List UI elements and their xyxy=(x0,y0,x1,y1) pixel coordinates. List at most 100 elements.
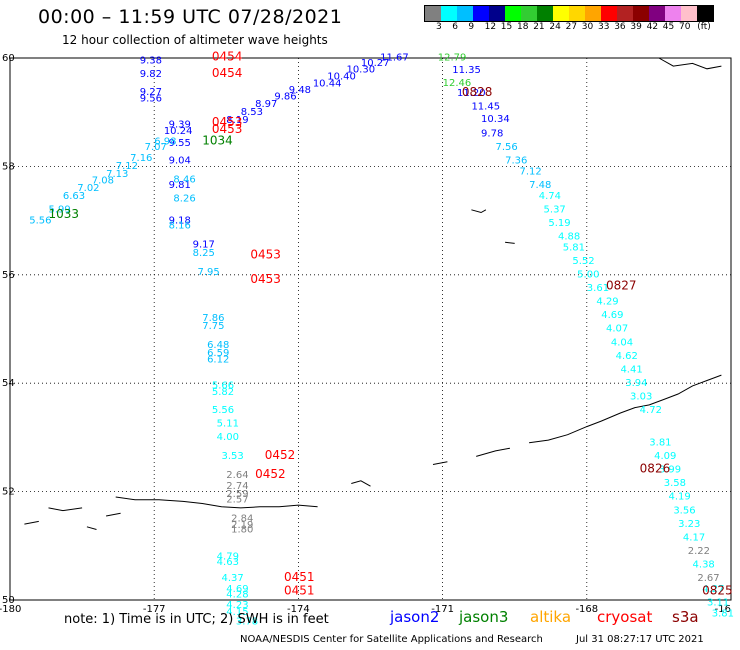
scale-swatch xyxy=(649,6,665,21)
wave-height-label: 9.39 xyxy=(169,119,191,130)
wave-height-label: 4.29 xyxy=(596,297,618,308)
pass-time-label: 0452 xyxy=(265,448,296,462)
wave-height-label: 4.17 xyxy=(683,532,705,543)
scale-label: 70 xyxy=(679,22,691,32)
wave-height-label: 9.17 xyxy=(193,240,215,251)
pass-time-label: 0451 xyxy=(284,584,315,598)
wave-height-label: 11.20 xyxy=(457,88,486,99)
wave-height-label: 7.16 xyxy=(130,153,152,164)
lon-tick-label: -171 xyxy=(431,604,454,615)
wave-height-label: 12.46 xyxy=(443,78,472,89)
wave-height-label: 2.19 xyxy=(231,520,253,531)
wave-height-label: 5.56 xyxy=(212,405,234,416)
scale-unit: (ft) xyxy=(697,22,711,32)
coastline xyxy=(432,461,448,465)
lon-tick-label: -168 xyxy=(575,604,598,615)
scale-label: 39 xyxy=(630,22,642,32)
scale-swatch xyxy=(489,6,505,21)
wave-height-label: 7.56 xyxy=(495,142,517,153)
wave-height-label: 3.78 xyxy=(236,616,258,627)
wave-height-label: 4.41 xyxy=(620,364,642,375)
lon-tick-label: -16 xyxy=(715,604,731,615)
wave-height-label: 10.30 xyxy=(346,65,375,76)
wave-height-label: 5.11 xyxy=(217,419,239,430)
satellite-legend-altika: altika xyxy=(530,608,572,626)
footer-note: note: 1) Time is in UTC; 2) SWH is in fe… xyxy=(64,612,329,627)
credit-text: NOAA/NESDIS Center for Satellite Applica… xyxy=(240,634,543,645)
pass-time-label: 0451 xyxy=(284,570,315,584)
scale-swatch xyxy=(681,6,697,21)
scale-label: 45 xyxy=(662,22,675,32)
scale-label: 21 xyxy=(533,22,545,32)
scale-swatch xyxy=(441,6,457,21)
scale-swatch xyxy=(585,6,601,21)
wave-height-label: 4.69 xyxy=(226,584,248,595)
wave-height-label: 4.69 xyxy=(601,310,623,321)
scale-swatch xyxy=(569,6,585,21)
wave-height-label: 5.52 xyxy=(572,256,594,267)
wave-height-label: 3.81 xyxy=(712,608,734,619)
scale-swatch xyxy=(617,6,633,21)
map-frame xyxy=(9,57,732,601)
wave-height-label: 4.09 xyxy=(654,451,676,462)
wave-height-label: 4.38 xyxy=(693,559,715,570)
coastline xyxy=(24,520,39,525)
satellite-legend-s3a: s3a xyxy=(672,608,699,626)
wave-height-label: 2.64 xyxy=(226,470,248,481)
wave-height-label: 8.97 xyxy=(255,99,277,110)
wave-height-label: 2.57 xyxy=(226,494,248,505)
wave-height-label: 9.38 xyxy=(140,55,162,66)
wave-height-label: 9.56 xyxy=(140,93,162,104)
wave-height-label: 1.80 xyxy=(231,524,253,535)
scale-swatch xyxy=(633,6,649,21)
wave-height-label: 7.75 xyxy=(202,321,224,332)
wave-height-label: 6.12 xyxy=(207,355,229,366)
wave-height-label: 9.55 xyxy=(169,138,191,149)
chart-title: 00:00 – 11:59 UTC 07/28/2021 xyxy=(38,6,343,28)
scale-label: 12 xyxy=(484,22,497,32)
scale-swatch xyxy=(457,6,473,21)
coastline xyxy=(48,507,83,512)
wave-height-label: 9.48 xyxy=(289,85,311,96)
wave-height-label: 2.74 xyxy=(226,481,248,492)
pass-time-label: 0826 xyxy=(640,462,671,476)
wave-height-label: 5.81 xyxy=(563,242,585,253)
scale-label: 3 xyxy=(436,22,442,32)
scale-swatch xyxy=(665,6,681,21)
pass-time-label: 0453 xyxy=(212,115,243,129)
scale-swatch xyxy=(601,6,617,21)
pass-time-label: 0453 xyxy=(250,272,281,286)
scale-label: 15 xyxy=(500,22,513,32)
wave-height-label: 3.94 xyxy=(625,378,647,389)
wave-height-label: 4.37 xyxy=(221,573,243,584)
wave-height-label: 9.78 xyxy=(481,129,503,140)
wave-height-label: 5.56 xyxy=(29,215,51,226)
wave-height-label: 5.00 xyxy=(577,270,599,281)
wave-height-label: 10.27 xyxy=(361,58,390,69)
wave-height-label: 7.86 xyxy=(202,313,224,324)
wave-height-label: 10.40 xyxy=(327,72,356,83)
lat-tick-label: 56 xyxy=(2,270,15,281)
lat-tick-label: 58 xyxy=(2,161,15,172)
wave-height-label: 3.61 xyxy=(587,283,609,294)
wave-height-label: 3.23 xyxy=(678,519,700,530)
wave-height-label: 4.62 xyxy=(616,351,638,362)
wave-height-label: 2.59 xyxy=(226,489,248,500)
scale-label: 27 xyxy=(565,22,578,32)
wave-height-label: 9.27 xyxy=(140,87,162,98)
scale-swatch xyxy=(473,6,489,21)
wave-height-label: 7.07 xyxy=(145,142,167,153)
wave-height-label: 9.86 xyxy=(274,92,296,103)
wave-height-label: 5.19 xyxy=(548,218,570,229)
wave-height-label: 4.74 xyxy=(539,191,561,202)
wave-height-label: 9.18 xyxy=(169,215,191,226)
coastline xyxy=(476,447,510,457)
wave-height-label: 4.72 xyxy=(640,405,662,416)
wave-height-label: 5.99 xyxy=(48,204,70,215)
coastline xyxy=(658,57,722,70)
pass-time-label: 0827 xyxy=(606,278,637,292)
scale-label: 6 xyxy=(452,22,458,32)
scale-swatch xyxy=(537,6,553,21)
wave-height-label: 8.16 xyxy=(169,221,191,232)
scale-swatch xyxy=(553,6,569,21)
